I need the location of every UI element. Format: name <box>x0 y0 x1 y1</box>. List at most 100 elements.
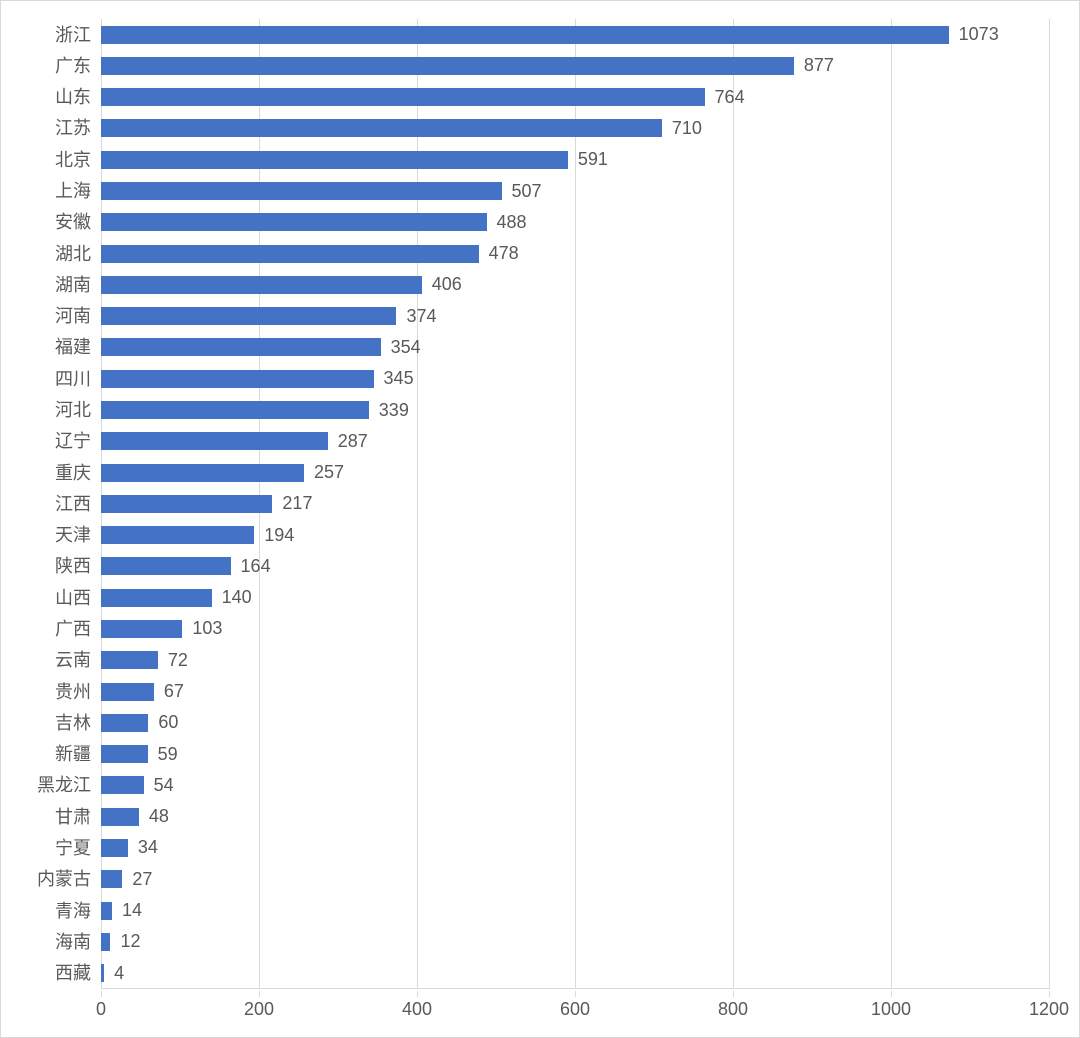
bar <box>101 26 949 44</box>
bar-value-label: 354 <box>391 337 421 358</box>
bar-row: 103 <box>101 619 1049 639</box>
x-tick-label: 1200 <box>1029 999 1069 1020</box>
bars-group: 1073877764710591507488478406374354345339… <box>101 19 1049 989</box>
y-axis-label: 上海 <box>1 181 97 201</box>
y-axis-label: 四川 <box>1 369 97 389</box>
bar-value-label: 12 <box>120 931 140 952</box>
bar <box>101 620 182 638</box>
y-axis-label: 西藏 <box>1 963 97 983</box>
bar <box>101 651 158 669</box>
x-tick-mark <box>1048 991 1049 997</box>
x-axis-baseline <box>101 988 1049 989</box>
bar-value-label: 478 <box>489 243 519 264</box>
y-axis-label: 辽宁 <box>1 431 97 451</box>
bar-value-label: 14 <box>122 900 142 921</box>
bar-row: 217 <box>101 494 1049 514</box>
x-tick-label: 800 <box>718 999 748 1020</box>
bar-row: 374 <box>101 306 1049 326</box>
x-tick-label: 200 <box>244 999 274 1020</box>
bar-value-label: 287 <box>338 431 368 452</box>
bar-row: 345 <box>101 369 1049 389</box>
bar-value-label: 67 <box>164 681 184 702</box>
x-tick-mark <box>732 991 733 997</box>
x-tick: 0 <box>96 991 106 1020</box>
bar <box>101 88 705 106</box>
bar-row: 1073 <box>101 25 1049 45</box>
bar-value-label: 59 <box>158 744 178 765</box>
bar-row: 72 <box>101 650 1049 670</box>
bar-value-label: 374 <box>406 306 436 327</box>
y-axis-label: 湖南 <box>1 275 97 295</box>
bar-row: 710 <box>101 118 1049 138</box>
bar <box>101 338 381 356</box>
bar-row: 507 <box>101 181 1049 201</box>
y-axis-label: 福建 <box>1 337 97 357</box>
x-tick-label: 0 <box>96 999 106 1020</box>
x-tick: 1200 <box>1029 991 1069 1020</box>
bar-row: 257 <box>101 463 1049 483</box>
bar <box>101 151 568 169</box>
y-axis-label: 海南 <box>1 932 97 952</box>
y-axis-label: 江西 <box>1 494 97 514</box>
bar <box>101 589 212 607</box>
bar-row: 406 <box>101 275 1049 295</box>
bar-row: 12 <box>101 932 1049 952</box>
y-axis-label: 江苏 <box>1 118 97 138</box>
bar-value-label: 140 <box>222 587 252 608</box>
bar-value-label: 48 <box>149 806 169 827</box>
bar-value-label: 488 <box>497 212 527 233</box>
bar <box>101 839 128 857</box>
bar-value-label: 406 <box>432 274 462 295</box>
bar <box>101 557 231 575</box>
bar <box>101 902 112 920</box>
bar <box>101 401 369 419</box>
y-axis-label: 青海 <box>1 901 97 921</box>
x-tick-mark <box>100 991 101 997</box>
bar <box>101 808 139 826</box>
bar <box>101 119 662 137</box>
y-axis-label: 内蒙古 <box>1 869 97 889</box>
bar <box>101 57 794 75</box>
bar-value-label: 103 <box>192 618 222 639</box>
y-axis-label: 贵州 <box>1 682 97 702</box>
x-tick-mark <box>258 991 259 997</box>
bar <box>101 870 122 888</box>
x-tick-label: 1000 <box>871 999 911 1020</box>
y-axis-label: 湖北 <box>1 244 97 264</box>
x-tick-label: 600 <box>560 999 590 1020</box>
y-axis-labels: 浙江广东山东江苏北京上海安徽湖北湖南河南福建四川河北辽宁重庆江西天津陕西山西广西… <box>1 19 97 989</box>
gridline <box>1049 19 1050 989</box>
bar-value-label: 34 <box>138 837 158 858</box>
bar <box>101 683 154 701</box>
bar-row: 54 <box>101 775 1049 795</box>
bar-row: 478 <box>101 244 1049 264</box>
bar <box>101 276 422 294</box>
bar-value-label: 4 <box>114 963 124 984</box>
y-axis-label: 甘肃 <box>1 807 97 827</box>
bar <box>101 526 254 544</box>
bar-row: 27 <box>101 869 1049 889</box>
bar-value-label: 164 <box>241 556 271 577</box>
y-axis-label: 宁夏 <box>1 838 97 858</box>
bar <box>101 964 104 982</box>
bar-value-label: 591 <box>578 149 608 170</box>
y-axis-label: 山东 <box>1 87 97 107</box>
y-axis-label: 北京 <box>1 150 97 170</box>
bar-value-label: 257 <box>314 462 344 483</box>
bar-value-label: 72 <box>168 650 188 671</box>
bar <box>101 776 144 794</box>
y-axis-label: 浙江 <box>1 25 97 45</box>
bar-row: 194 <box>101 525 1049 545</box>
y-axis-label: 安徽 <box>1 212 97 232</box>
bar-row: 67 <box>101 682 1049 702</box>
y-axis-label: 吉林 <box>1 713 97 733</box>
bar-value-label: 194 <box>264 525 294 546</box>
bar-row: 877 <box>101 56 1049 76</box>
plot-area: 1073877764710591507488478406374354345339… <box>101 19 1049 989</box>
bar-value-label: 54 <box>154 775 174 796</box>
x-tick: 200 <box>244 991 274 1020</box>
bar-row: 164 <box>101 556 1049 576</box>
bar-value-label: 339 <box>379 400 409 421</box>
y-axis-label: 山西 <box>1 588 97 608</box>
y-axis-label: 重庆 <box>1 463 97 483</box>
